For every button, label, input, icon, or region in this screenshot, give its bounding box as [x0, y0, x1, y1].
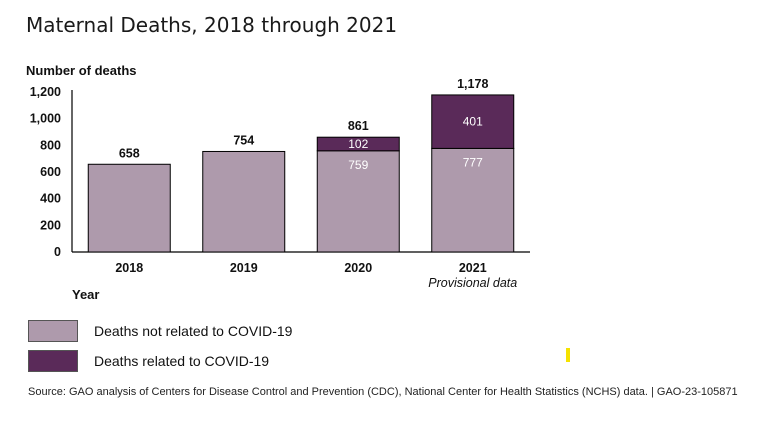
bar-total-label: 1,178 [457, 77, 488, 91]
bar-total-label: 861 [348, 119, 369, 133]
segment-value-label: 102 [348, 137, 368, 151]
y-tick-label: 600 [40, 165, 61, 179]
bar-segment-non-covid [87, 163, 171, 253]
y-tick-label: 200 [40, 218, 61, 232]
bar-segment-non-covid [431, 147, 515, 253]
source-note: Source: GAO analysis of Centers for Dise… [28, 386, 738, 398]
segment-value-label: 759 [348, 158, 368, 172]
y-tick-label: 1,000 [30, 112, 61, 126]
legend-item-covid: Deaths related to COVID-19 [28, 350, 269, 372]
legend-swatch-covid [28, 350, 78, 372]
bar-total-label: 754 [233, 133, 254, 147]
y-tick-label: 0 [54, 245, 61, 259]
x-tick-label: 2021 [459, 261, 487, 275]
legend-label-non-covid: Deaths not related to COVID-19 [94, 323, 293, 339]
segment-value-label: 777 [463, 155, 483, 169]
bar-chart: 0 200 400 600 800 1,000 1,200 658 2018 754 2019 759… [30, 77, 530, 290]
y-tick-label: 1,200 [30, 85, 61, 99]
x-tick-label: 2018 [115, 261, 143, 275]
y-tick-label: 400 [40, 192, 61, 206]
x-tick-label: 2019 [230, 261, 258, 275]
x-tick-label: 2020 [344, 261, 372, 275]
yellow-highlight-mark [566, 348, 570, 362]
legend-item-non-covid: Deaths not related to COVID-19 [28, 320, 292, 342]
chart-title: Maternal Deaths, 2018 through 2021 [26, 13, 398, 37]
legend-swatch-non-covid [28, 320, 78, 342]
bar-segment-non-covid [202, 150, 286, 253]
bar-segment-non-covid [316, 150, 400, 253]
x-tick-note: Provisional data [428, 276, 517, 290]
x-axis-label: Year [72, 287, 100, 302]
legend-label-covid: Deaths related to COVID-19 [94, 353, 270, 369]
segment-value-label: 401 [463, 115, 483, 129]
y-tick-label: 800 [40, 138, 61, 152]
bar-total-label: 658 [119, 146, 140, 160]
bar-segment-covid [431, 94, 515, 149]
bar-segment-covid [316, 136, 400, 152]
y-axis-label: Number of deaths [26, 63, 137, 78]
